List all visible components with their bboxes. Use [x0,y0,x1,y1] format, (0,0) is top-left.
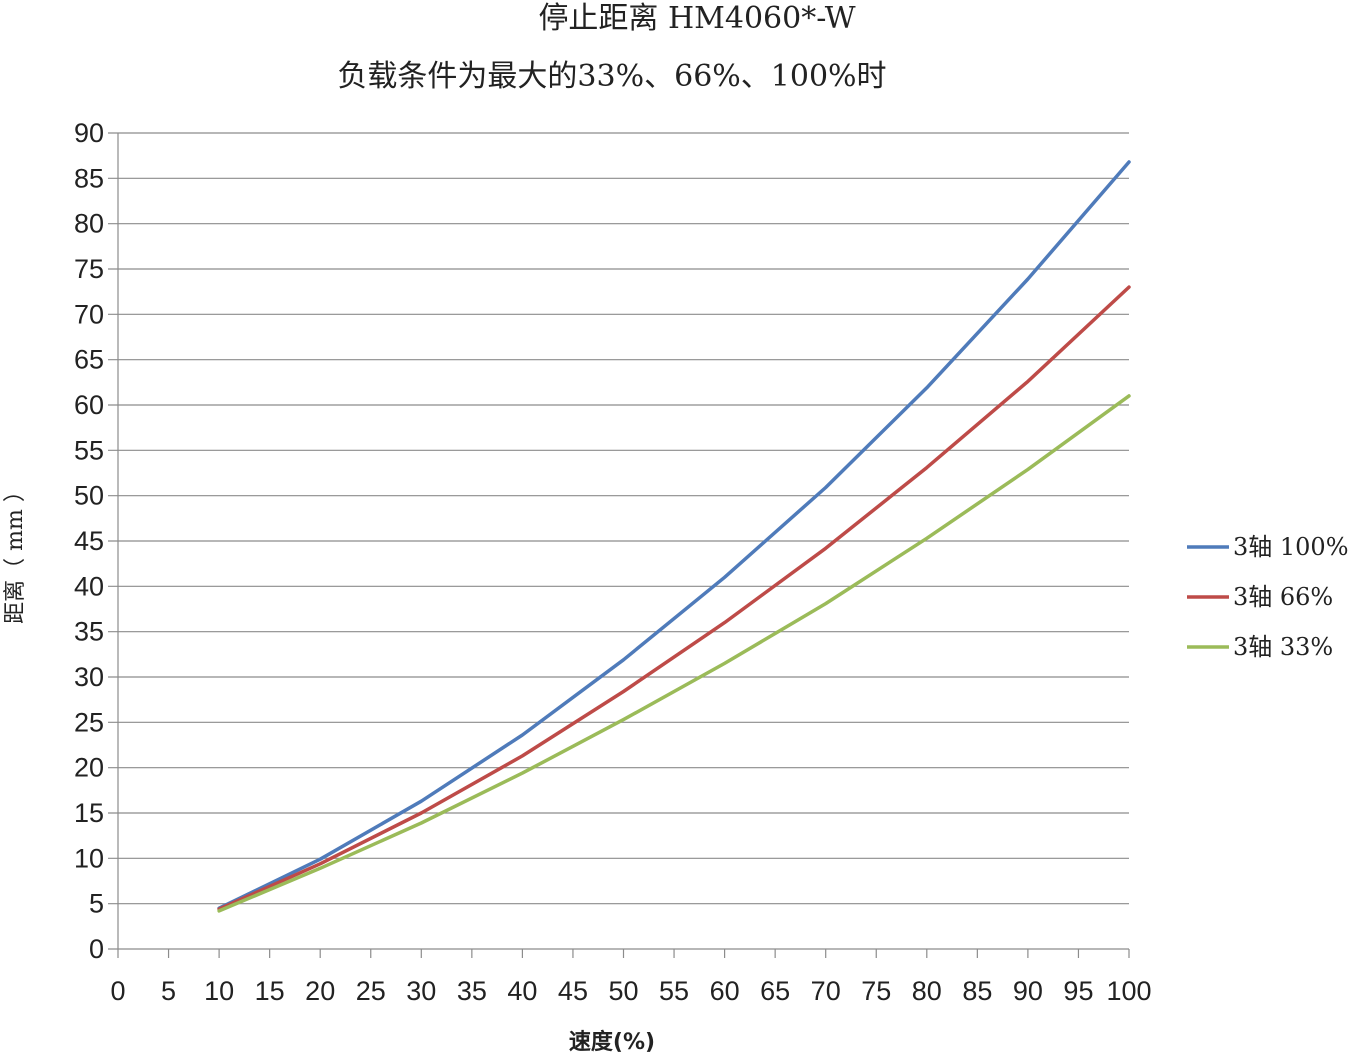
x-tick-label: 10 [204,976,234,1006]
x-tick-label: 40 [507,976,537,1006]
chart-subtitle: 负载条件为最大的33%、66%、100%时 [337,59,886,94]
y-tick-label: 75 [74,254,104,284]
x-tick-label: 70 [811,976,841,1006]
y-tick-label: 80 [74,209,104,239]
x-tick-label: 5 [161,976,176,1006]
series-line-1 [217,160,1131,910]
y-tick-label: 40 [74,571,104,601]
x-tick-label: 25 [356,976,386,1006]
y-tick-label: 0 [89,934,104,964]
x-axis-ticks: 0 5 10 15 20 25 30 35 40 45 50 55 60 65 70 75 80 85 90 95 10… [110,949,1152,1006]
y-tick-label: 85 [74,163,104,193]
y-axis-label: 距离（ mm ） [3,480,28,624]
series-line-3 [217,394,1131,913]
x-tick-label: 45 [558,976,588,1006]
legend-label-2: 3轴 66% [1233,583,1333,611]
y-tick-label: 90 [74,118,104,148]
grid-lines [108,132,1129,950]
series-line-2 [217,285,1131,911]
legend: 3轴 100% 3轴 66% 3轴 33% [1187,533,1349,661]
y-tick-label: 10 [74,843,104,873]
y-tick-label: 45 [74,526,104,556]
y-tick-label: 35 [74,617,104,647]
x-tick-label: 95 [1063,976,1093,1006]
x-tick-label: 20 [305,976,335,1006]
y-tick-label: 65 [74,345,104,375]
x-tick-label: 50 [608,976,638,1006]
y-tick-label: 30 [74,662,104,692]
x-tick-label: 55 [659,976,689,1006]
series-lines [217,160,1131,913]
y-tick-label: 20 [74,753,104,783]
legend-label-3: 3轴 33% [1233,633,1333,661]
x-tick-label: 15 [255,976,285,1006]
x-tick-label: 85 [962,976,992,1006]
y-tick-label: 55 [74,435,104,465]
y-tick-label: 50 [74,481,104,511]
y-tick-label: 15 [74,798,104,828]
legend-label-1: 3轴 100% [1233,533,1349,561]
x-tick-label: 35 [457,976,487,1006]
x-tick-label: 80 [912,976,942,1006]
x-tick-label: 0 [110,976,125,1006]
x-tick-label: 90 [1013,976,1043,1006]
chart-title: 停止距离 HM4060*-W [538,1,855,36]
x-tick-label: 65 [760,976,790,1006]
x-tick-label: 60 [710,976,740,1006]
y-tick-label: 25 [74,707,104,737]
x-tick-label: 30 [406,976,436,1006]
y-tick-label: 70 [74,299,104,329]
y-axis-ticks: 0 5 10 15 20 25 30 35 40 45 50 55 60 65 70 75 80 85 90 [74,118,104,964]
x-axis-label: 速度(%) [569,1029,655,1054]
x-tick-label: 75 [861,976,891,1006]
x-tick-label: 100 [1106,976,1151,1006]
y-tick-label: 60 [74,390,104,420]
y-tick-label: 5 [89,889,104,919]
